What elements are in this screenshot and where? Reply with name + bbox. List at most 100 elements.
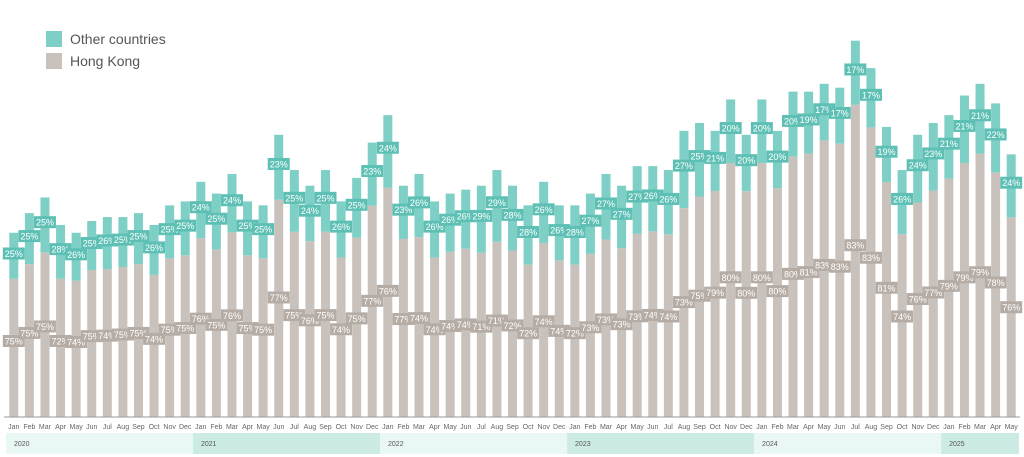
bar-hong-kong	[258, 258, 268, 417]
month-tick-label: Dec	[179, 424, 192, 431]
data-label-hong-kong: 73%	[628, 312, 646, 322]
month-tick-label: Aug	[117, 424, 130, 431]
data-label-other-countries: 20%	[753, 124, 771, 134]
month-tick-label: Mar	[787, 424, 800, 431]
data-label-other-countries: 20%	[722, 124, 740, 134]
data-label-other-countries-bg	[704, 151, 727, 164]
data-label-other-countries-bg	[891, 192, 914, 205]
data-label-other-countries: 25%	[36, 218, 54, 228]
bar-hong-kong	[601, 239, 611, 417]
data-label-hong-kong-bg	[828, 260, 851, 273]
data-label-other-countries: 25%	[176, 221, 194, 231]
data-label-hong-kong: 76%	[909, 295, 927, 305]
bar-hong-kong	[944, 178, 954, 417]
data-label-hong-kong: 83%	[831, 262, 849, 272]
data-label-hong-kong-bg	[174, 322, 197, 335]
data-label-other-countries-bg	[875, 145, 898, 158]
data-label-hong-kong: 75%	[176, 324, 194, 334]
data-label-other-countries-bg	[1000, 176, 1023, 189]
data-label-other-countries-bg	[18, 230, 41, 243]
data-label-hong-kong: 74%	[426, 325, 444, 335]
data-label-other-countries: 23%	[394, 205, 412, 215]
data-label-other-countries: 26%	[550, 226, 568, 236]
bar-hong-kong	[196, 238, 206, 417]
data-label-hong-kong: 77%	[394, 315, 412, 325]
data-label-hong-kong: 72%	[503, 321, 521, 331]
legend-swatch-other-countries	[46, 31, 62, 47]
data-label-other-countries-bg	[174, 219, 197, 232]
data-label-hong-kong: 76%	[223, 311, 241, 321]
data-label-other-countries-bg	[610, 207, 633, 220]
bar-hong-kong	[663, 234, 673, 417]
bar-hong-kong	[165, 258, 175, 417]
month-tick-label: Jan	[382, 424, 393, 431]
data-label-hong-kong: 75%	[20, 328, 38, 338]
data-label-other-countries-bg	[844, 63, 867, 76]
data-label-hong-kong-bg	[314, 309, 337, 322]
data-label-other-countries: 28%	[52, 245, 70, 255]
data-label-other-countries-bg	[984, 128, 1007, 141]
bar-hong-kong	[367, 205, 377, 417]
data-label-hong-kong-bg	[766, 285, 789, 298]
bar-hong-kong	[617, 248, 627, 417]
data-label-hong-kong: 75%	[161, 325, 179, 335]
bar-hong-kong	[180, 255, 190, 417]
data-label-hong-kong-bg	[657, 310, 680, 323]
data-label-other-countries-bg	[33, 216, 56, 229]
data-label-other-countries: 20%	[768, 152, 786, 162]
data-label-other-countries: 26%	[145, 243, 163, 253]
data-label-hong-kong-bg	[267, 291, 290, 304]
data-label-hong-kong-bg	[407, 312, 430, 325]
month-tick-label: Mar	[413, 424, 426, 431]
month-tick-label: Apr	[616, 424, 628, 431]
bar-hong-kong	[882, 182, 892, 417]
data-label-other-countries-bg	[189, 201, 212, 214]
data-label-hong-kong: 74%	[410, 314, 428, 324]
data-label-other-countries-bg	[657, 192, 680, 205]
month-tick-label: Sep	[132, 424, 145, 431]
bar-hong-kong	[9, 278, 19, 417]
data-label-hong-kong: 76%	[1002, 303, 1020, 313]
data-label-other-countries: 22%	[987, 130, 1005, 140]
month-tick-label: May	[444, 424, 458, 431]
bar-hong-kong	[959, 163, 969, 417]
data-label-other-countries: 24%	[379, 143, 397, 153]
month-tick-label: Sep	[319, 424, 332, 431]
data-label-hong-kong: 77%	[363, 296, 381, 306]
data-label-other-countries: 25%	[129, 232, 147, 242]
data-label-hong-kong: 75%	[114, 330, 132, 340]
data-label-other-countries: 25%	[207, 214, 225, 224]
data-label-hong-kong: 80%	[753, 273, 771, 283]
data-label-other-countries: 17%	[815, 105, 833, 115]
data-label-other-countries: 26%	[410, 198, 428, 208]
data-label-other-countries-bg	[267, 157, 290, 170]
month-tick-label: Nov	[724, 424, 737, 431]
bar-hong-kong	[305, 241, 315, 417]
month-tick-label: Aug	[491, 424, 504, 431]
month-tick-label: Jul	[664, 424, 673, 431]
data-label-other-countries: 21%	[955, 121, 973, 131]
month-tick-label: Jun	[86, 424, 97, 431]
bar-hong-kong	[445, 251, 455, 417]
data-label-hong-kong: 79%	[706, 288, 724, 298]
data-label-hong-kong-bg	[969, 266, 992, 279]
data-label-other-countries: 27%	[675, 161, 693, 171]
data-label-other-countries: 26%	[893, 194, 911, 204]
data-label-other-countries: 25%	[691, 152, 709, 162]
data-label-hong-kong: 80%	[722, 273, 740, 283]
bar-hong-kong	[243, 255, 253, 417]
bar-hong-kong	[928, 190, 938, 417]
bar-hong-kong	[414, 237, 424, 417]
month-tick-label: Jun	[273, 424, 284, 431]
data-label-hong-kong: 76%	[192, 314, 210, 324]
data-label-other-countries: 28%	[519, 227, 537, 237]
data-label-other-countries-bg	[922, 147, 945, 160]
data-label-other-countries: 26%	[441, 215, 459, 225]
month-tick-label: Jan	[195, 424, 206, 431]
data-label-other-countries: 25%	[83, 239, 101, 249]
data-label-other-countries-bg	[330, 220, 353, 233]
data-label-other-countries-bg	[719, 122, 742, 135]
legend-item-hong-kong: Hong Kong	[46, 50, 166, 72]
data-label-other-countries: 24%	[223, 196, 241, 206]
data-label-hong-kong: 75%	[36, 322, 54, 332]
